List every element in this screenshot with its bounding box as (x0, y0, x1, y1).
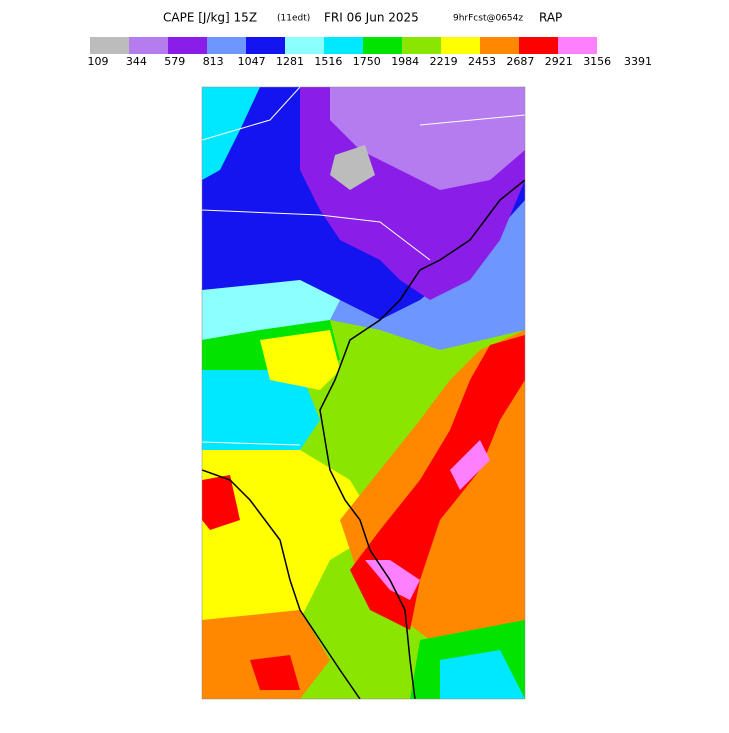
colorbar-label: 2219 (430, 55, 458, 68)
colorbar-swatch (558, 37, 597, 54)
colorbar-swatch (480, 37, 519, 54)
colorbar-swatch (324, 37, 363, 54)
state-border (202, 87, 525, 446)
colorbar-label: 2687 (506, 55, 534, 68)
colorbar-label: 2453 (468, 55, 496, 68)
map-field (202, 610, 330, 699)
coastline (202, 179, 525, 699)
colorbar-label: 344 (126, 55, 147, 68)
colorbar-swatch (519, 37, 558, 54)
map-field (330, 145, 375, 190)
map-field (365, 560, 420, 600)
map-field (202, 280, 340, 340)
title-model: RAP (539, 11, 562, 25)
map-field (440, 650, 525, 699)
map-field (330, 87, 525, 190)
colorbar-label: 3391 (624, 55, 652, 68)
colorbar-swatch (129, 37, 168, 54)
colorbar-label: 1047 (238, 55, 266, 68)
map-field (260, 330, 340, 390)
colorbar-label: 109 (88, 55, 109, 68)
colorbar-swatch (168, 37, 207, 54)
colorbar-swatch (90, 37, 129, 54)
colorbar-label: 1281 (276, 55, 304, 68)
map-field (202, 87, 260, 180)
colorbar-label: 1984 (391, 55, 419, 68)
title: CAPE [J/kg] 15Z (11edt) FRI 06 Jun 2025 … (163, 11, 562, 25)
map-field (202, 370, 320, 450)
colorbar-label: 579 (164, 55, 185, 68)
colorbar-label: 3156 (583, 55, 611, 68)
colorbar-swatch (285, 37, 324, 54)
colorbar-label: 813 (203, 55, 224, 68)
map (202, 87, 525, 699)
colorbar-label: 1516 (314, 55, 342, 68)
colorbar-swatch (441, 37, 480, 54)
map-field (202, 475, 240, 530)
colorbar-swatch (402, 37, 441, 54)
map-frame (201, 86, 526, 700)
colorbar-label: 1750 (353, 55, 381, 68)
colorbar-swatch (246, 37, 285, 54)
colorbar-label: 2921 (545, 55, 573, 68)
colorbar-swatch (363, 37, 402, 54)
title-date: FRI 06 Jun 2025 (324, 11, 419, 25)
map-field (250, 655, 300, 690)
title-local-time: (11edt) (277, 14, 310, 24)
title-forecast: 9hrFcst@0654z (453, 14, 523, 24)
colorbar-swatch (207, 37, 246, 54)
title-main: CAPE [J/kg] 15Z (163, 11, 257, 25)
map-field (450, 440, 490, 490)
colorbar: 109 344 579 813 1047 1281 1516 1750 1984 2219 2453… (88, 37, 652, 68)
map-field (350, 335, 525, 630)
